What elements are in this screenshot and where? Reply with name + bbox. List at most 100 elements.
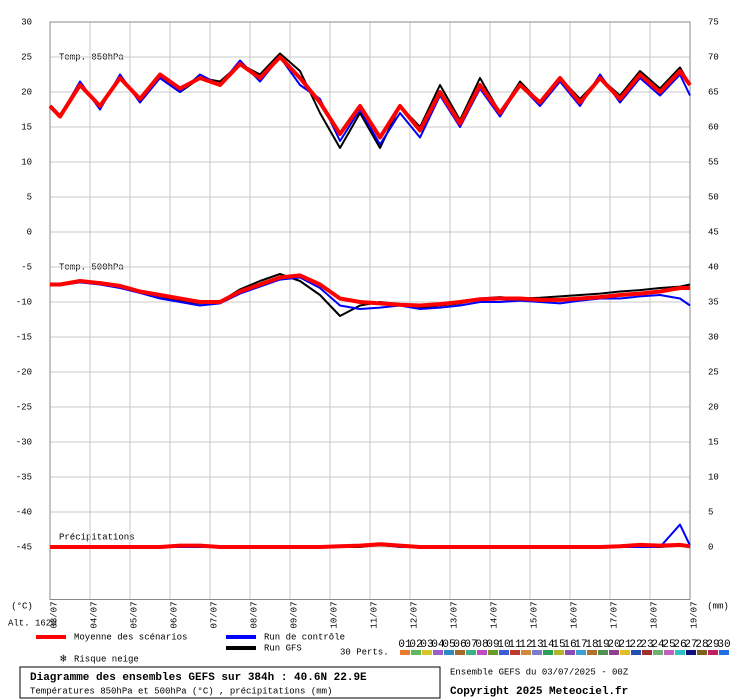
pert-swatch <box>719 650 729 655</box>
y2-tick-label: 20 <box>708 402 719 412</box>
pert-label: 24 <box>651 639 665 651</box>
pert-swatch <box>488 650 498 655</box>
pert-swatch <box>411 650 421 655</box>
y-axis-label: (°C) <box>11 601 33 611</box>
snow-label: Risque neige <box>74 654 139 664</box>
y2-tick-label: 55 <box>708 157 719 167</box>
grid <box>49 21 691 600</box>
pert-swatch <box>587 650 597 655</box>
pert-label: 15 <box>552 639 565 651</box>
y-tick-label: 10 <box>21 157 32 167</box>
plot-frame <box>49 21 691 600</box>
altitude: Alt. 162m <box>8 618 57 628</box>
x-tick-label: 04/07 <box>89 602 99 629</box>
pert-label: 09 <box>486 639 499 651</box>
pert-label: 29 <box>706 639 719 651</box>
footer-title: Diagramme des ensembles GEFS sur 384h : … <box>30 672 367 684</box>
x-tick-label: 07/07 <box>209 602 219 629</box>
y2-tick-label: 35 <box>708 297 719 307</box>
pert-swatch <box>664 650 674 655</box>
pert-label: 03 <box>420 639 433 651</box>
pert-swatch <box>466 650 476 655</box>
x-tick-label: 03/07 <box>49 602 59 629</box>
pert-swatch <box>554 650 564 655</box>
y-tick-label: -35 <box>16 472 32 482</box>
copyright: Copyright 2025 Meteociel.fr <box>450 686 628 698</box>
pert-swatch <box>620 650 630 655</box>
panel-label: Précipitations <box>59 532 135 542</box>
series-line <box>48 55 692 140</box>
y2-tick-label: 30 <box>708 332 719 342</box>
y-tick-label: 25 <box>21 52 32 62</box>
pert-swatch <box>675 650 685 655</box>
x-tick-label: 05/07 <box>129 602 139 629</box>
pert-swatch <box>598 650 608 655</box>
y2-tick-label: 45 <box>708 227 719 237</box>
pert-swatch <box>510 650 520 655</box>
y-tick-label: -45 <box>16 542 32 552</box>
x-tick-label: 16/07 <box>569 602 579 629</box>
pert-label: 22 <box>629 639 642 651</box>
pert-label: 27 <box>684 639 697 651</box>
y2-tick-label: 60 <box>708 122 719 132</box>
pert-swatch <box>609 650 619 655</box>
y-tick-label: -10 <box>16 297 32 307</box>
y-tick-label: -30 <box>16 437 32 447</box>
pert-label: 26 <box>673 639 686 651</box>
snow-icon: ❄ <box>60 654 67 666</box>
pert-label: 07 <box>464 639 477 651</box>
pert-label: 10 <box>497 639 510 651</box>
pert-label: 01 <box>398 639 412 651</box>
x-tick-label: 08/07 <box>249 602 259 629</box>
pert-swatch <box>543 650 553 655</box>
pert-swatch <box>521 650 531 655</box>
y-tick-label: 5 <box>27 192 32 202</box>
pert-swatch <box>455 650 465 655</box>
pert-swatch <box>499 650 509 655</box>
y2-tick-label: 75 <box>708 17 719 27</box>
y2-tick-label: 25 <box>708 367 719 377</box>
y-tick-label: -15 <box>16 332 32 342</box>
legend-label: Run GFS <box>264 643 302 653</box>
pert-swatch <box>576 650 586 655</box>
series-line <box>50 542 691 549</box>
x-tick-label: 13/07 <box>449 602 459 629</box>
x-tick-label: 12/07 <box>409 602 419 629</box>
perts-label: 30 Perts. <box>340 647 389 657</box>
footer-box <box>19 666 441 699</box>
pert-label: 21 <box>618 639 632 651</box>
pert-label: 19 <box>596 639 609 651</box>
y-tick-label: 15 <box>21 122 32 132</box>
legend-label: Moyenne des scénarios <box>74 632 187 642</box>
pert-label: 30 <box>717 639 730 651</box>
pert-label: 23 <box>640 639 653 651</box>
pert-label: 17 <box>574 639 587 651</box>
x-tick-label: 17/07 <box>609 602 619 629</box>
pert-swatch <box>631 650 641 655</box>
pert-label: 08 <box>475 639 488 651</box>
pert-swatch <box>477 650 487 655</box>
y2-axis-label: (mm) <box>707 601 729 611</box>
pert-label: 13 <box>530 639 543 651</box>
pert-swatch <box>642 650 652 655</box>
pert-label: 06 <box>453 639 466 651</box>
pert-label: 11 <box>508 639 522 651</box>
pert-label: 20 <box>607 639 620 651</box>
y2-tick-label: 40 <box>708 262 719 272</box>
x-tick-label: 15/07 <box>529 602 539 629</box>
pert-swatch <box>686 650 696 655</box>
x-tick-label: 11/07 <box>369 602 379 629</box>
y2-tick-label: 15 <box>708 437 719 447</box>
pert-label: 25 <box>662 639 675 651</box>
x-tick-label: 06/07 <box>169 602 179 629</box>
pert-swatch <box>708 650 718 655</box>
y2-tick-label: 70 <box>708 52 719 62</box>
y2-tick-label: 65 <box>708 87 719 97</box>
y-tick-label: -40 <box>16 507 32 517</box>
pert-label: 18 <box>585 639 598 651</box>
pert-swatch <box>697 650 707 655</box>
pert-label: 12 <box>519 639 532 651</box>
pert-label: 14 <box>541 639 555 651</box>
pert-swatch <box>532 650 542 655</box>
